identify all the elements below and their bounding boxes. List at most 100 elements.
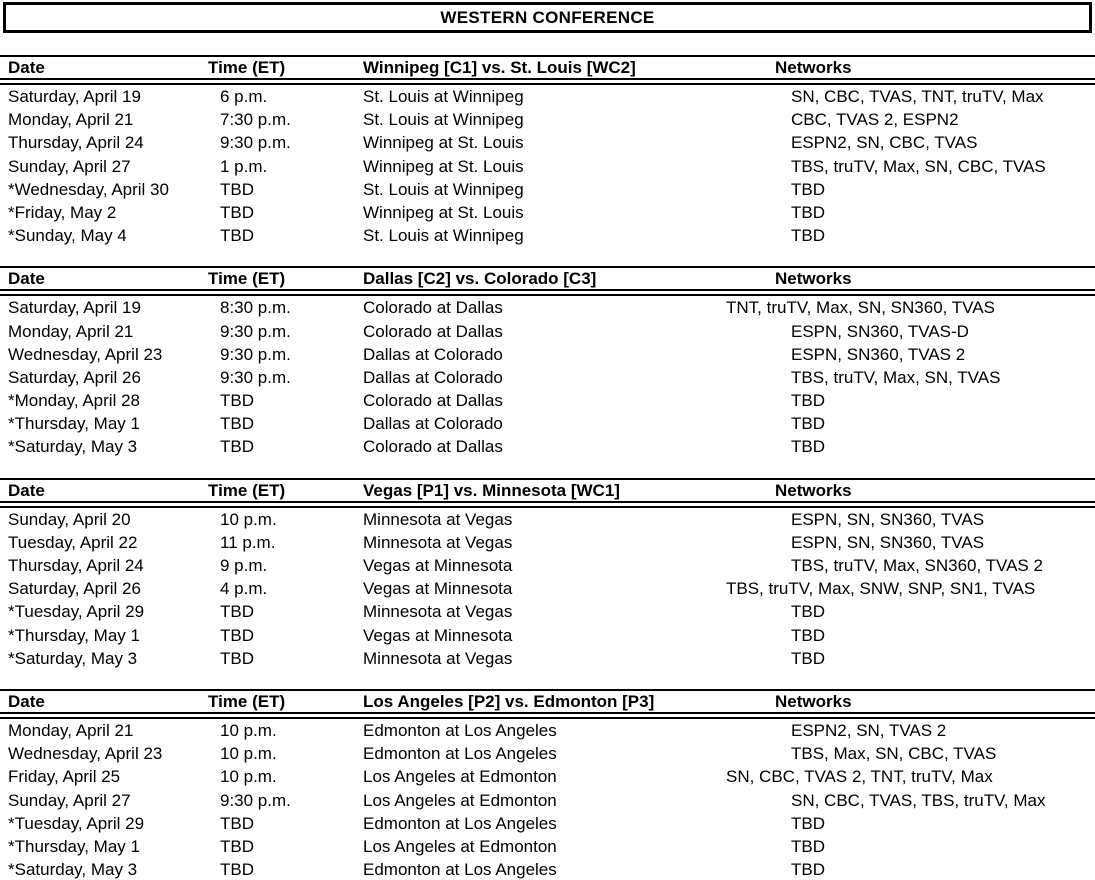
- game-matchup: Los Angeles at Edmonton: [363, 836, 557, 856]
- game-date: Wednesday, April 23: [8, 744, 163, 764]
- schedule-tables: Date Time (ET) Winnipeg [C1] vs. St. Lou…: [0, 55, 1095, 880]
- game-time: 10 p.m.: [220, 744, 277, 764]
- game-time: 9:30 p.m.: [220, 344, 291, 364]
- game-time: TBD: [220, 226, 254, 246]
- game-date: *Saturday, May 3: [8, 437, 138, 457]
- game-time: TBD: [220, 202, 254, 222]
- game-networks: CBC, TVAS 2, ESPN2: [791, 110, 959, 130]
- game-date: Tuesday, April 22: [8, 532, 138, 552]
- game-row: Saturday, April 19 8:30 p.m. Colorado at…: [0, 296, 1095, 319]
- game-time: TBD: [220, 625, 254, 645]
- game-row: Tuesday, April 22 11 p.m. Minnesota at V…: [0, 531, 1095, 554]
- date-column-header: Date: [8, 58, 45, 77]
- game-networks: TBS, truTV, Max, SNW, SNP, SN1, TVAS: [726, 579, 1036, 599]
- game-row: *Thursday, May 1 TBD Vegas at Minnesota …: [0, 624, 1095, 647]
- game-matchup: Dallas at Colorado: [363, 344, 503, 364]
- game-date: Thursday, April 24: [8, 133, 144, 153]
- game-date: *Tuesday, April 29: [8, 813, 145, 833]
- game-matchup: Los Angeles at Edmonton: [363, 790, 557, 810]
- game-matchup: Winnipeg at St. Louis: [363, 156, 524, 176]
- game-time: 9:30 p.m.: [220, 790, 291, 810]
- series-table-header-row: Date Time (ET) Vegas [P1] vs. Minnesota …: [0, 480, 1095, 508]
- matchup-column-header: Los Angeles [P2] vs. Edmonton [P3]: [363, 691, 655, 711]
- networks-column-header: Networks: [775, 691, 852, 711]
- matchup-column-header: Vegas [P1] vs. Minnesota [WC1]: [363, 480, 620, 500]
- series-table-rows: Saturday, April 19 8:30 p.m. Colorado at…: [0, 296, 1095, 458]
- game-row: *Wednesday, April 30 TBD St. Louis at Wi…: [0, 178, 1095, 201]
- game-time: 6 p.m.: [220, 87, 268, 106]
- game-networks: ESPN2, SN, CBC, TVAS: [791, 133, 978, 153]
- game-date: Monday, April 21: [8, 321, 134, 341]
- game-row: Monday, April 21 10 p.m. Edmonton at Los…: [0, 719, 1095, 742]
- game-time: 8:30 p.m.: [220, 298, 291, 318]
- time-column-header: Time (ET): [208, 691, 286, 711]
- game-row: Thursday, April 24 9:30 p.m. Winnipeg at…: [0, 131, 1095, 154]
- game-matchup: Minnesota at Vegas: [363, 532, 513, 552]
- game-row: *Monday, April 28 TBD Colorado at Dallas…: [0, 389, 1095, 412]
- game-row: Saturday, April 26 9:30 p.m. Dallas at C…: [0, 366, 1095, 389]
- game-matchup: Vegas at Minnesota: [363, 579, 513, 599]
- game-matchup: Colorado at Dallas: [363, 321, 503, 341]
- game-matchup: Edmonton at Los Angeles: [363, 860, 557, 880]
- game-networks: TBD: [791, 437, 825, 457]
- game-row: Saturday, April 19 6 p.m. St. Louis at W…: [0, 85, 1095, 108]
- series-table: Date Time (ET) Los Angeles [P2] vs. Edmo…: [0, 688, 1095, 880]
- series-table: Date Time (ET) Dallas [C2] vs. Colorado …: [0, 266, 1095, 458]
- series-table-header-row: Date Time (ET) Dallas [C2] vs. Colorado …: [0, 268, 1095, 297]
- game-matchup: Minnesota at Vegas: [363, 648, 513, 668]
- game-time: 11 p.m.: [220, 532, 276, 552]
- game-matchup: Minnesota at Vegas: [363, 602, 513, 622]
- game-matchup: St. Louis at Winnipeg: [363, 226, 524, 246]
- game-networks: SN, CBC, TVAS, TNT, truTV, Max: [791, 87, 1044, 106]
- game-networks: ESPN, SN, SN360, TVAS: [791, 532, 985, 552]
- game-time: 9:30 p.m.: [220, 321, 291, 341]
- time-column-header: Time (ET): [208, 480, 286, 500]
- game-matchup: Vegas at Minnesota: [363, 625, 513, 645]
- game-date: *Tuesday, April 29: [8, 602, 145, 622]
- series-table: Date Time (ET) Vegas [P1] vs. Minnesota …: [0, 477, 1095, 670]
- game-matchup: Dallas at Colorado: [363, 414, 503, 434]
- game-row: Saturday, April 26 4 p.m. Vegas at Minne…: [0, 577, 1095, 600]
- game-time: TBD: [220, 179, 254, 199]
- time-column-header: Time (ET): [208, 58, 286, 77]
- game-matchup: Colorado at Dallas: [363, 437, 503, 457]
- game-date: Saturday, April 19: [8, 298, 141, 318]
- game-time: TBD: [220, 602, 254, 622]
- game-time: 9:30 p.m.: [220, 367, 291, 387]
- game-time: 1 p.m.: [220, 156, 268, 176]
- game-row: Sunday, April 27 1 p.m. Winnipeg at St. …: [0, 155, 1095, 178]
- game-time: TBD: [220, 813, 254, 833]
- game-matchup: Colorado at Dallas: [363, 298, 503, 318]
- networks-column-header: Networks: [775, 480, 852, 500]
- matchup-column-header: Dallas [C2] vs. Colorado [C3]: [363, 269, 597, 289]
- game-time: 9 p.m.: [220, 556, 268, 575]
- date-column-header: Date: [8, 480, 45, 500]
- time-column-header: Time (ET): [208, 269, 286, 289]
- game-time: 7:30 p.m.: [220, 110, 291, 130]
- game-networks: SN, CBC, TVAS 2, TNT, truTV, Max: [726, 767, 993, 787]
- game-time: 10 p.m.: [220, 720, 277, 740]
- series-table-header-row: Date Time (ET) Winnipeg [C1] vs. St. Lou…: [0, 57, 1095, 85]
- conference-title-box: WESTERN CONFERENCE: [3, 2, 1092, 33]
- game-time: 10 p.m.: [220, 509, 277, 529]
- game-networks: ESPN, SN, SN360, TVAS: [791, 509, 985, 529]
- game-matchup: Edmonton at Los Angeles: [363, 813, 557, 833]
- game-matchup: St. Louis at Winnipeg: [363, 87, 524, 106]
- game-time: TBD: [220, 391, 254, 411]
- game-time: 4 p.m.: [220, 579, 268, 599]
- game-row: *Saturday, May 3 TBD Colorado at Dallas …: [0, 435, 1095, 458]
- game-networks: TBD: [791, 602, 825, 622]
- game-row: *Friday, May 2 TBD Winnipeg at St. Louis…: [0, 201, 1095, 224]
- game-date: *Thursday, May 1: [8, 625, 140, 645]
- game-date: Sunday, April 27: [8, 156, 131, 176]
- game-row: *Saturday, May 3 TBD Minnesota at Vegas …: [0, 647, 1095, 670]
- game-networks: TBS, truTV, Max, SN, TVAS: [791, 367, 1001, 387]
- game-time: TBD: [220, 836, 254, 856]
- game-date: Monday, April 21: [8, 110, 134, 130]
- game-matchup: Winnipeg at St. Louis: [363, 202, 524, 222]
- networks-column-header: Networks: [775, 58, 852, 77]
- game-networks: TBD: [791, 391, 825, 411]
- game-networks: TBD: [791, 625, 825, 645]
- game-date: *Monday, April 28: [8, 391, 140, 411]
